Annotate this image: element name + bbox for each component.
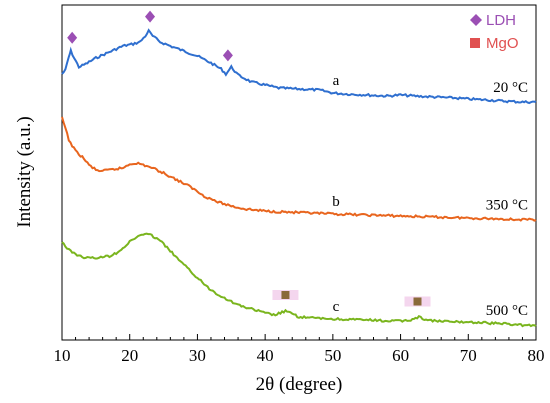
ldh-peak-marker xyxy=(222,49,233,62)
curve-letter-c: c xyxy=(333,299,340,315)
curves xyxy=(61,28,537,328)
curve-temperature-c: 500 °C xyxy=(486,303,528,319)
legend-mgo-symbol xyxy=(470,38,480,48)
ldh-peak-marker xyxy=(67,31,78,44)
legend-ldh-label: LDH xyxy=(486,12,516,29)
series-line-b xyxy=(61,116,537,222)
x-tick-label-10: 10 xyxy=(54,346,71,365)
x-ticks: 10 20 30 40 50 60 70 80 xyxy=(54,334,545,365)
series-line-c xyxy=(61,232,537,328)
ldh-peak-marker xyxy=(145,10,156,23)
legend: LDH MgO xyxy=(470,12,519,52)
x-tick-label-60: 60 xyxy=(392,346,409,365)
curve-temperature-a: 20 °C xyxy=(493,80,528,96)
mgo-peak-marker xyxy=(281,291,290,299)
x-tick-label-20: 20 xyxy=(121,346,138,365)
y-axis-title: Intensity (a.u.) xyxy=(14,116,35,227)
peak-markers xyxy=(67,10,431,307)
x-axis-title: 2θ (degree) xyxy=(256,374,343,395)
curve-letter-b: b xyxy=(332,194,340,210)
legend-ldh-symbol xyxy=(470,14,482,26)
plot-frame xyxy=(61,4,537,341)
x-tick-label-70: 70 xyxy=(460,346,477,365)
curve-letter-a: a xyxy=(333,73,340,89)
x-tick-label-40: 40 xyxy=(257,346,274,365)
x-tick-label-80: 80 xyxy=(528,346,545,365)
mgo-peak-marker xyxy=(413,297,422,306)
curve-labels: a 20 °C b 350 °C c 500 °C xyxy=(332,73,528,319)
series-line-a xyxy=(61,28,537,105)
x-tick-label-50: 50 xyxy=(324,346,341,365)
x-tick-label-30: 30 xyxy=(189,346,206,365)
legend-mgo-label: MgO xyxy=(486,35,519,52)
curve-temperature-b: 350 °C xyxy=(486,198,528,214)
